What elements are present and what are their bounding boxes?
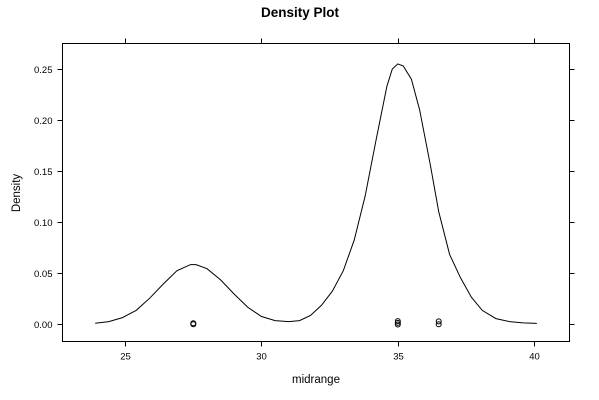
rug-point	[394, 318, 401, 325]
axis-ticks	[57, 38, 575, 347]
y-tick-label: 0.05	[34, 269, 53, 280]
density-curve	[95, 63, 537, 324]
y-axis-label: Density	[11, 174, 23, 213]
x-tick-label: 40	[529, 352, 540, 363]
rug-point	[435, 318, 442, 325]
x-tick-label: 30	[256, 352, 267, 363]
y-tick-label: 0.25	[34, 65, 53, 76]
x-axis-label: midrange	[292, 374, 340, 386]
rug-point	[394, 319, 401, 326]
plot-frame	[62, 43, 570, 342]
y-tick-label: 0.00	[34, 320, 53, 331]
rug-point	[190, 320, 197, 327]
rug-points	[190, 318, 442, 328]
y-tick-label: 0.20	[34, 116, 53, 127]
axis-tick-labels: 25 30 35 40 0.00 0.05 0.10 0.15 0.20 0.25	[34, 65, 540, 363]
rug-point	[435, 321, 442, 328]
x-tick-label: 35	[393, 352, 404, 363]
x-tick-label: 25	[120, 352, 131, 363]
chart-title: Density Plot	[261, 5, 340, 20]
y-tick-label: 0.10	[34, 218, 53, 229]
y-tick-label: 0.15	[34, 167, 53, 178]
